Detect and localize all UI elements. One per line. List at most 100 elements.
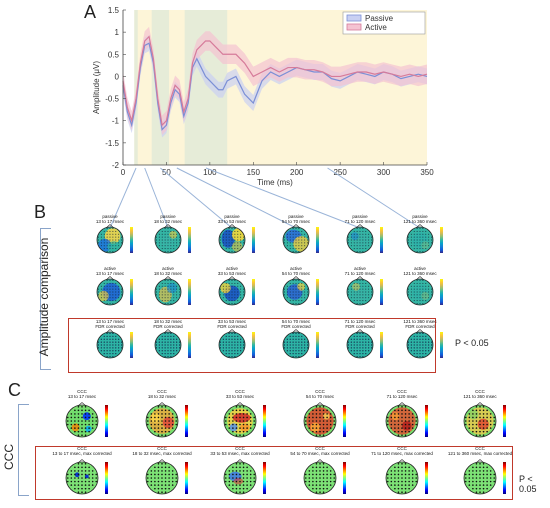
colorbar — [440, 279, 443, 305]
topomap-c-r0-c5 — [463, 402, 506, 438]
panel-c-bracket — [18, 404, 29, 496]
x-tick-label: 200 — [290, 168, 304, 177]
topomap-b-r0-c2 — [218, 224, 255, 254]
y-tick-label: 0 — [115, 72, 120, 81]
map-label-b-r0-c5: passive 121 to 360 msec — [403, 214, 437, 224]
topomap-b-r2-c3 — [282, 329, 319, 359]
topomap-c-r0-c3 — [303, 402, 346, 438]
connector-line — [205, 167, 361, 229]
colorbar — [188, 227, 191, 253]
map-label-b-r2-c3: 54 to 70 msec FDR corrected — [281, 319, 311, 329]
y-tick-label: 1.5 — [108, 6, 120, 15]
map-label-b-r0-c3: passive 54 to 70 msec — [281, 214, 311, 224]
map-label-b-r1-c5: active 121 to 360 msec — [403, 266, 437, 276]
colorbar — [380, 227, 383, 253]
map-label-b-r0-c1: passive 18 to 32 msec — [153, 214, 183, 224]
colorbar — [503, 405, 506, 437]
window-shade-0 — [134, 10, 138, 165]
map-label-c-r0-c3: CCC 54 to 70 msec — [305, 389, 335, 399]
colorbar — [316, 227, 319, 253]
topomap-b-r1-c4 — [346, 276, 383, 306]
legend-swatch — [346, 14, 362, 22]
x-tick-label: 300 — [377, 168, 391, 177]
map-label-b-r1-c1: active 18 to 32 msec — [153, 266, 183, 276]
x-tick-label: 150 — [247, 168, 261, 177]
map-label-b-r0-c2: passive 33 to 53 msec — [217, 214, 247, 224]
topomap-b-r1-c5 — [406, 276, 443, 306]
map-label-c-r1-c4: CCC 71 to 120 msec, max corrected — [371, 446, 433, 456]
topomap-b-r1-c3 — [282, 276, 319, 306]
topomap-b-r2-c2 — [218, 329, 255, 359]
x-tick-label: 250 — [333, 168, 347, 177]
panel-b-pvalue: P < 0.05 — [455, 338, 489, 348]
map-label-c-r1-c2: CCC 33 to 53 msec, max corrected — [210, 446, 270, 456]
map-label-c-r1-c5: CCC 121 to 360 msec, max corrected — [447, 446, 513, 456]
topomap-c-r1-c4 — [385, 459, 428, 495]
x-axis-label: Time (ms) — [257, 178, 293, 187]
colorbar — [316, 279, 319, 305]
topomap-b-r0-c5 — [406, 224, 443, 254]
colorbar — [440, 227, 443, 253]
colorbar — [252, 279, 255, 305]
topomap-b-r2-c5 — [406, 329, 443, 359]
map-label-b-r1-c4: active 71 to 120 msec — [344, 266, 376, 276]
topomap-b-r0-c0 — [96, 224, 133, 254]
y-tick-label: 1 — [115, 28, 120, 37]
map-label-c-r0-c1: CCC 18 to 32 msec — [147, 389, 177, 399]
confidence-band-active — [123, 26, 427, 135]
topomap-c-r0-c1 — [145, 402, 188, 438]
colorbar — [263, 405, 266, 437]
map-label-c-r0-c5: CCC 121 to 360 msec — [463, 389, 497, 399]
map-label-c-r0-c4: CCC 71 to 120 msec — [386, 389, 418, 399]
colorbar — [185, 405, 188, 437]
topomap-c-r1-c3 — [303, 459, 346, 495]
topomap-c-r1-c2 — [223, 459, 266, 495]
topomap-b-r2-c1 — [154, 329, 191, 359]
colorbar — [425, 462, 428, 494]
colorbar — [105, 405, 108, 437]
colorbar — [105, 462, 108, 494]
panel-c-letter: C — [8, 380, 21, 400]
colorbar — [425, 405, 428, 437]
colorbar — [380, 279, 383, 305]
legend-label-active: Active — [365, 23, 387, 32]
colorbar — [130, 279, 133, 305]
analysis-region — [134, 10, 427, 165]
map-label-b-r2-c5: 121 to 360 msec FDR corrected — [403, 319, 437, 329]
colorbar — [380, 332, 383, 358]
x-tick-label: 350 — [420, 168, 434, 177]
topomap-b-r0-c3 — [282, 224, 319, 254]
colorbar — [185, 462, 188, 494]
colorbar — [252, 332, 255, 358]
connector-line — [176, 167, 297, 229]
map-label-b-r2-c4: 71 to 120 msec FDR corrected — [344, 319, 376, 329]
map-label-c-r1-c3: CCC 54 to 70 msec, max corrected — [290, 446, 350, 456]
colorbar — [503, 462, 506, 494]
topomap-b-r2-c4 — [346, 329, 383, 359]
topomap-c-r1-c1 — [145, 459, 188, 495]
panel-a-letter: A — [84, 2, 97, 22]
connector-line — [144, 167, 169, 229]
map-label-c-r0-c2: CCC 33 to 53 msec — [225, 389, 255, 399]
legend-label-passive: Passive — [365, 14, 394, 23]
y-tick-label: -2 — [112, 161, 120, 170]
topomap-b-r1-c1 — [154, 276, 191, 306]
colorbar — [252, 227, 255, 253]
map-label-b-r1-c2: active 33 to 53 msec — [217, 266, 247, 276]
map-label-c-r1-c0: CCC 13 to 17 msec, max corrected — [52, 446, 112, 456]
series-line-active — [122, 35, 428, 127]
topomap-c-r0-c2 — [223, 402, 266, 438]
y-tick-label: -0.5 — [105, 95, 119, 104]
map-label-c-r1-c1: CCC 18 to 32 msec, max corrected — [132, 446, 192, 456]
colorbar — [130, 227, 133, 253]
topomap-c-r0-c4 — [385, 402, 428, 438]
topomap-b-r2-c0 — [96, 329, 133, 359]
panel-c-pvalue: P < 0.05 — [519, 474, 537, 494]
connector-line — [109, 167, 137, 229]
colorbar — [316, 332, 319, 358]
map-label-b-r1-c0: active 13 to 17 msec — [95, 266, 125, 276]
colorbar — [343, 462, 346, 494]
map-label-c-r0-c0: CCC 13 to 17 msec — [67, 389, 97, 399]
panel-b-fdr-box — [68, 318, 436, 373]
map-label-b-r2-c0: 13 to 17 msec FDR corrected — [95, 319, 125, 329]
